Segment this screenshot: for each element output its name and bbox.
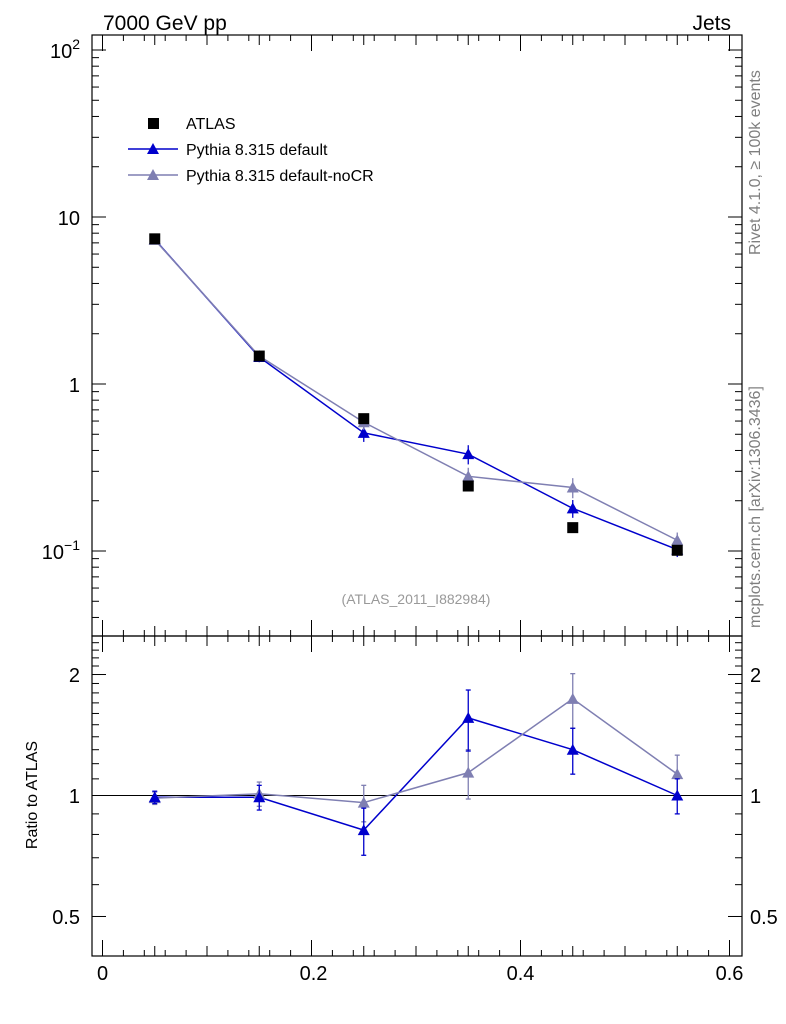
legend-nocr-label: Pythia 8.315 default-noCR	[186, 168, 374, 185]
main-line-pythia-8-315-default-nocr	[154, 239, 678, 541]
ratio-y-label: Ratio to ATLAS	[24, 741, 41, 849]
main-point-pythia-8-315-default	[566, 502, 579, 514]
energy-label: 7000 GeV pp	[103, 12, 227, 35]
ratio-point-pythia-8-315-default-nocr	[671, 768, 684, 780]
ratio-ytick-1-left: 1	[69, 786, 80, 808]
ratio-point-pythia-8-315-default-nocr	[462, 766, 475, 778]
legend-atlas-label: ATLAS	[186, 116, 236, 133]
ratio-ytick-2-right: 2	[750, 665, 761, 687]
xtick-label-0: 0	[97, 963, 108, 985]
main-point-pythia-8-315-default-nocr	[671, 534, 684, 546]
legend-default-label: Pythia 8.315 default	[186, 142, 328, 159]
ratio-point-pythia-8-315-default	[462, 711, 475, 723]
ratio-point-pythia-8-315-default	[357, 824, 370, 836]
ratio-point-pythia-8-315-default	[566, 743, 579, 755]
main-series	[148, 233, 684, 558]
main-point-atlas	[253, 350, 265, 362]
xtick-label-0.4: 0.4	[507, 963, 535, 985]
main-point-atlas	[567, 522, 579, 534]
ratio-series	[148, 672, 684, 856]
ratio-y-ticklabels: 0.5 1 2 0.5 1 2	[52, 665, 778, 929]
main-point-pythia-8-315-default	[462, 448, 475, 460]
ytick-label-1: 1	[69, 375, 80, 397]
legend-default-marker	[147, 143, 159, 154]
ratio-ytick-2-left: 2	[69, 665, 80, 687]
ratio-point-pythia-8-315-default	[253, 791, 266, 803]
ratio-ytick-0.5-left: 0.5	[52, 907, 80, 929]
ratio-line-pythia-8-315-default-nocr	[154, 697, 678, 804]
xtick-label-0.2: 0.2	[300, 963, 328, 985]
main-point-pythia-8-315-default	[357, 426, 370, 438]
ratio-point-pythia-8-315-default	[148, 791, 161, 803]
main-ticks	[92, 35, 742, 636]
source-label: mcplots.cern.ch [arXiv:1306.3436]	[747, 386, 764, 628]
ratio-ytick-1-right: 1	[750, 786, 761, 808]
legend-atlas-marker	[148, 118, 159, 129]
ratio-point-pythia-8-315-default-nocr	[357, 796, 370, 808]
main-y-ticklabels: 10−1 1 10 102	[42, 36, 80, 564]
main-point-atlas	[149, 233, 161, 245]
category-label: Jets	[692, 12, 731, 35]
main-point-atlas	[671, 544, 683, 556]
ytick-label-100: 102	[50, 36, 80, 63]
main-point-pythia-8-315-default-nocr	[462, 470, 475, 482]
ratio-line-pythia-8-315-default	[154, 717, 678, 831]
ratio-point-pythia-8-315-default-nocr	[566, 692, 579, 704]
ytick-label-10: 10	[58, 208, 80, 230]
rivet-label: Rivet 4.1.0, ≥ 100k events	[747, 70, 764, 255]
main-point-atlas	[358, 413, 370, 425]
main-point-pythia-8-315-default-nocr	[566, 481, 579, 493]
ratio-point-pythia-8-315-default	[671, 789, 684, 801]
x-ticklabels: 0 0.2 0.4 0.6	[97, 963, 743, 985]
analysis-label: (ATLAS_2011_I882984)	[342, 591, 491, 607]
ytick-label-0.1: 10−1	[42, 537, 80, 564]
main-line-pythia-8-315-default	[154, 238, 678, 551]
legend-nocr-marker	[147, 169, 159, 180]
ratio-ytick-0.5-right: 0.5	[750, 907, 778, 929]
ratio-ticks	[92, 636, 742, 956]
main-point-atlas	[462, 480, 474, 492]
xtick-label-0.6: 0.6	[716, 963, 744, 985]
legend: ATLAS Pythia 8.315 default Pythia 8.315 …	[128, 116, 374, 185]
